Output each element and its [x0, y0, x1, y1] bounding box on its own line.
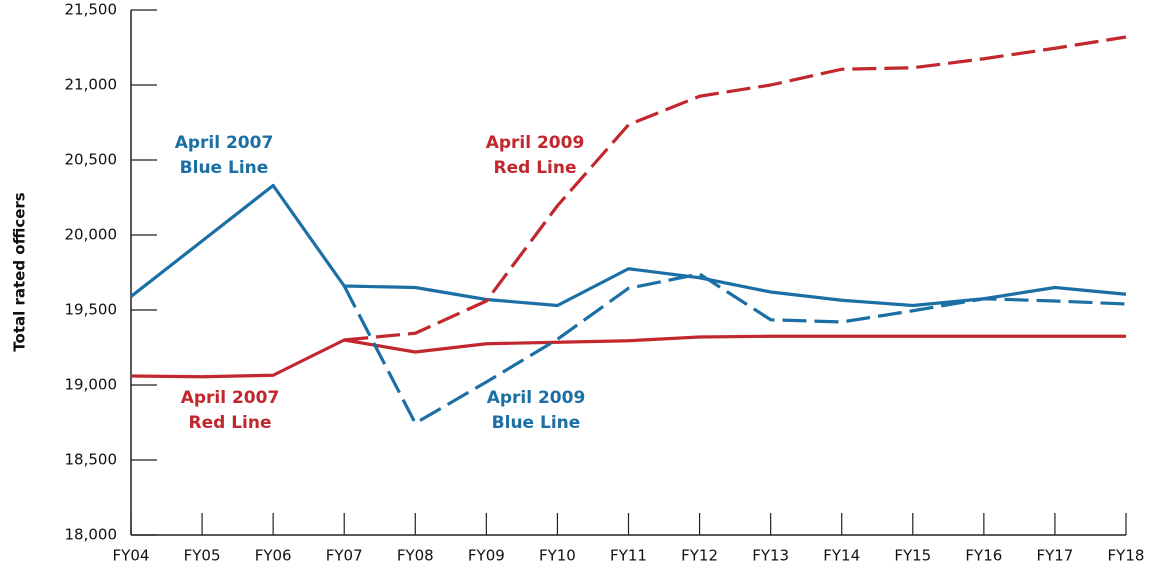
x-tick-label: FY08 — [397, 547, 434, 565]
x-tick-label: FY04 — [113, 547, 150, 565]
x-tick-label: FY05 — [184, 547, 221, 565]
x-tick-label: FY14 — [823, 547, 860, 565]
y-tick-label: 20,000 — [65, 226, 118, 244]
y-tick-label: 19,000 — [65, 376, 118, 394]
x-tick-label: FY07 — [326, 547, 363, 565]
y-tick-label: 21,000 — [65, 76, 118, 94]
x-tick-label: FY10 — [539, 547, 576, 565]
x-tick-label: FY06 — [255, 547, 292, 565]
x-tick-label: FY16 — [965, 547, 1002, 565]
y-tick-label: 19,500 — [65, 301, 118, 319]
series-line — [342, 272, 1127, 425]
annotation: Blue Line — [180, 158, 269, 178]
y-axis-label: Total rated officers — [11, 192, 29, 352]
x-tick-label: FY18 — [1108, 547, 1145, 565]
x-tick-label: FY09 — [468, 547, 505, 565]
x-tick-label: FY12 — [681, 547, 718, 565]
annotation: April 2009 — [487, 388, 586, 408]
annotation: April 2007 — [175, 133, 274, 153]
y-tick-label: 21,500 — [65, 1, 118, 19]
annotation: April 2007 — [181, 388, 280, 408]
series-line — [130, 334, 1126, 379]
y-tick-label: 18,500 — [65, 451, 118, 469]
y-tick-label: 20,500 — [65, 151, 118, 169]
annotation: April 2009 — [486, 133, 585, 153]
x-tick-label: FY15 — [894, 547, 931, 565]
y-tick-label: 18,000 — [65, 526, 118, 544]
series-line — [130, 183, 1127, 308]
annotation: Red Line — [494, 158, 577, 178]
series-line — [344, 35, 1127, 342]
x-tick-label: FY11 — [610, 547, 647, 565]
x-tick-label: FY13 — [752, 547, 789, 565]
x-tick-label: FY17 — [1036, 547, 1073, 565]
annotation: Red Line — [189, 413, 272, 433]
annotation: Blue Line — [492, 413, 581, 433]
